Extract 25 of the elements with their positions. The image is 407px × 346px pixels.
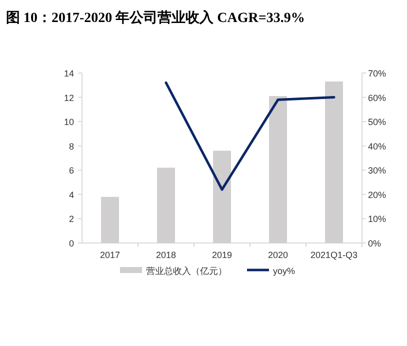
legend-label: 营业总收入（亿元）	[146, 266, 227, 276]
y-tick-label: 2	[68, 214, 74, 224]
legend-label: yoy%	[273, 266, 296, 276]
y-tick-label: 8	[68, 141, 74, 152]
chart-title: 图 10：2017-2020 年公司营业收入 CAGR=33.9%	[6, 10, 305, 26]
y2-tick-label: 50%	[368, 117, 386, 128]
y2-tick-label: 30%	[368, 166, 386, 176]
y-tick-label: 4	[68, 190, 74, 200]
x-tick-label: 2017	[100, 250, 120, 260]
y2-tick-label: 40%	[368, 141, 386, 152]
x-tick-label: 2019	[212, 250, 232, 260]
y-tick-label: 14	[64, 68, 74, 78]
y2-tick-label: 60%	[368, 92, 386, 103]
y2-tick-label: 0%	[368, 238, 382, 248]
y-tick-label: 10	[64, 117, 74, 128]
x-tick-label: 2018	[156, 250, 176, 260]
line-series	[164, 81, 336, 191]
y2-tick-label: 20%	[368, 190, 386, 200]
x-tick-label: 2020	[268, 250, 288, 260]
y-tick-label: 0	[68, 238, 74, 248]
y2-tick-label: 70%	[368, 68, 386, 78]
y-tick-label: 6	[68, 166, 74, 176]
y2-tick-label: 10%	[368, 214, 386, 224]
x-tick-label: 2021Q1-Q3	[310, 250, 358, 260]
y-tick-label: 12	[64, 92, 74, 103]
